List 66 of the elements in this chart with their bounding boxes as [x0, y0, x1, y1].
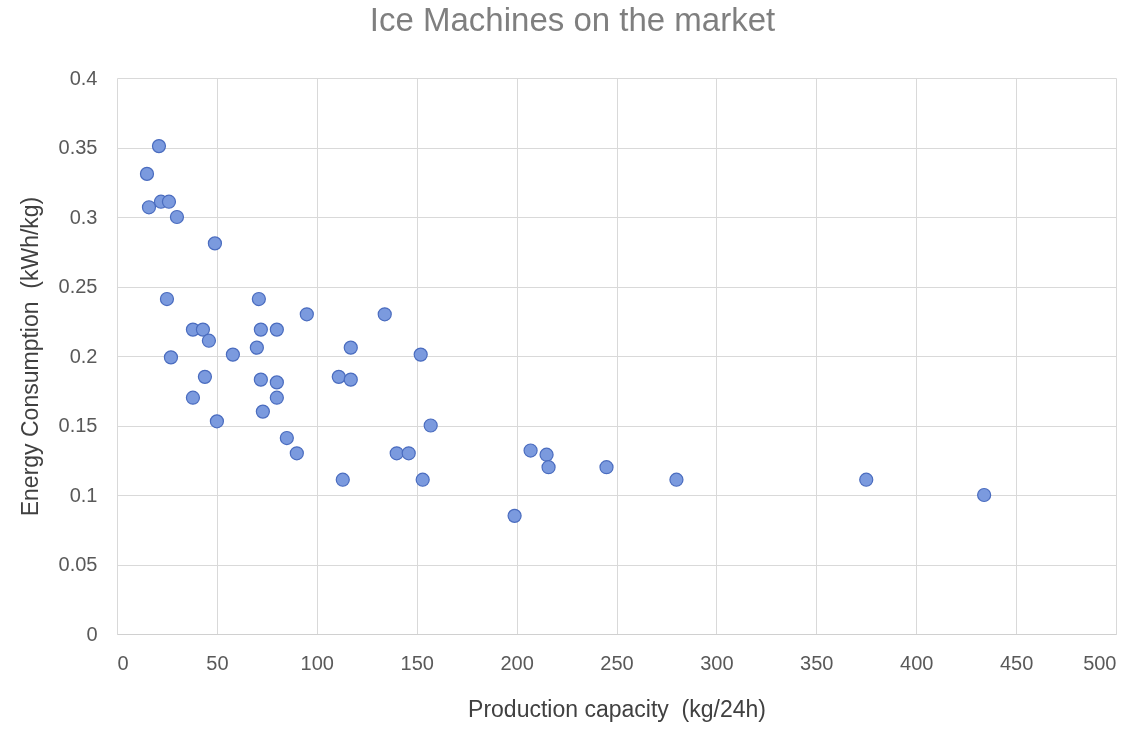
- point: [299, 307, 314, 322]
- x-tick-label: 150: [400, 651, 434, 674]
- y-tick-label: 0: [86, 622, 98, 645]
- point: [209, 414, 225, 429]
- point: [185, 390, 201, 405]
- point: [331, 369, 346, 384]
- point: [377, 307, 392, 322]
- point: [141, 200, 157, 215]
- point: [249, 340, 264, 355]
- point: [539, 447, 554, 462]
- point: [269, 390, 284, 405]
- point: [269, 375, 284, 390]
- point: [415, 472, 430, 487]
- point: [859, 472, 874, 487]
- point: [255, 404, 270, 419]
- chart-title: Ice Machines on the market: [369, 1, 776, 38]
- point: [169, 209, 185, 225]
- point: [151, 139, 167, 154]
- y-tick-label: 0.1: [69, 483, 98, 506]
- x-tick-label: 450: [999, 651, 1034, 674]
- point: [269, 322, 284, 337]
- point: [161, 194, 177, 209]
- point: [599, 460, 614, 475]
- y-tick-label: 0.2: [69, 344, 98, 367]
- point: [289, 446, 304, 461]
- y-axis-title: Energy Consumption (kWh/kg): [16, 196, 43, 517]
- point: [253, 322, 268, 337]
- point: [335, 472, 350, 487]
- point: [669, 472, 684, 487]
- point: [207, 236, 223, 251]
- point: [389, 446, 404, 461]
- y-tick-label: 0.25: [58, 275, 98, 297]
- point: [251, 291, 266, 307]
- x-tick-label: 400: [900, 651, 934, 674]
- point: [195, 322, 211, 337]
- point: [253, 372, 268, 387]
- point: [139, 166, 155, 182]
- point: [343, 340, 358, 355]
- point: [413, 347, 428, 362]
- point: [163, 350, 179, 365]
- point: [343, 372, 358, 387]
- point: [541, 460, 556, 475]
- x-tick-label: 500: [1083, 651, 1117, 674]
- x-tick-label: 250: [600, 651, 634, 674]
- y-tick-label: 0.4: [69, 66, 98, 89]
- y-tick-label: 0.35: [58, 136, 98, 158]
- y-tick-label: 0.05: [58, 553, 98, 575]
- x-tick-label: 100: [300, 651, 334, 674]
- x-tick-label: 300: [700, 651, 734, 674]
- y-tick-label: 0.15: [58, 414, 98, 436]
- x-tick-label: 0: [117, 651, 129, 674]
- point: [507, 508, 522, 523]
- x-tick-label: 200: [500, 651, 534, 674]
- x-axis-title: Production capacity (kg/24h): [468, 695, 766, 722]
- x-tick-label: 50: [206, 651, 229, 674]
- y-tick-label: 0.3: [69, 205, 98, 228]
- point: [401, 446, 416, 461]
- point: [159, 291, 175, 307]
- point: [225, 347, 240, 362]
- point: [523, 443, 538, 458]
- x-tick-label: 350: [800, 651, 834, 674]
- point: [279, 430, 294, 446]
- point: [201, 333, 217, 348]
- point: [977, 487, 992, 503]
- point: [423, 418, 438, 433]
- point: [197, 369, 213, 384]
